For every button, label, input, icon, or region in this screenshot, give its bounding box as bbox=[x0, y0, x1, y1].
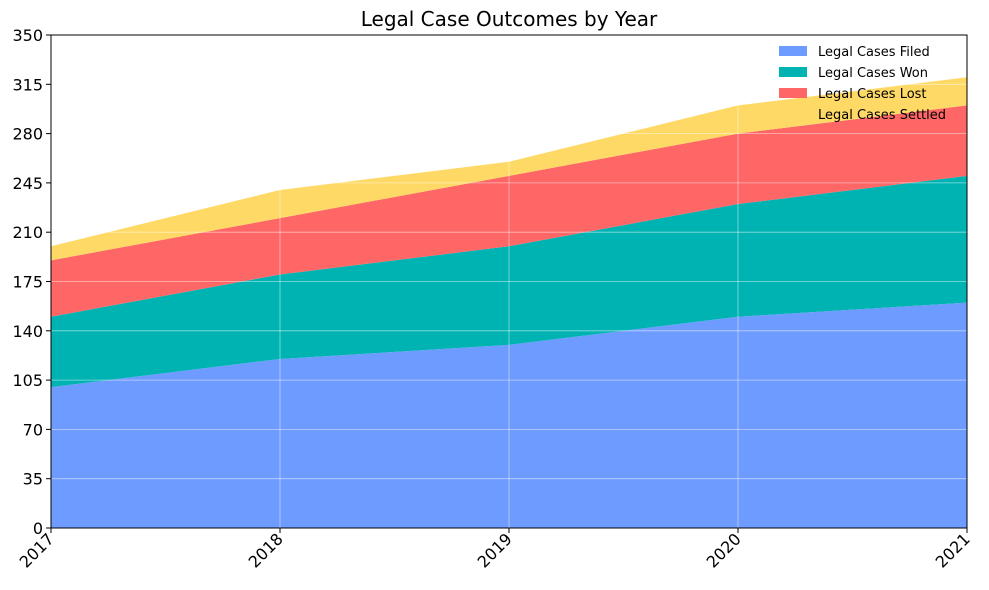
legend-label: Legal Cases Lost bbox=[818, 87, 927, 102]
y-tick-label: 105 bbox=[12, 371, 43, 390]
x-tick-label: 2019 bbox=[474, 529, 516, 571]
y-axis: 0 35 70 105 140 175 210 245 280 315 350 bbox=[12, 26, 51, 538]
y-tick-label: 0 bbox=[33, 519, 43, 538]
legend-label: Legal Cases Filed bbox=[818, 45, 930, 60]
y-tick-label: 140 bbox=[12, 322, 43, 341]
legend: Legal Cases Filed Legal Cases Won Legal Ca… bbox=[779, 45, 946, 123]
legend-swatch bbox=[779, 67, 807, 77]
x-tick-label: 2018 bbox=[245, 529, 287, 571]
x-axis: 2017 2018 2019 2020 2021 bbox=[16, 528, 974, 572]
chart-title: Legal Case Outcomes by Year bbox=[361, 7, 658, 31]
y-tick-label: 350 bbox=[12, 26, 43, 45]
x-tick-label: 2021 bbox=[932, 529, 974, 571]
legend-swatch bbox=[779, 109, 807, 119]
y-tick-label: 245 bbox=[12, 174, 43, 193]
y-tick-label: 210 bbox=[12, 223, 43, 242]
legend-swatch bbox=[779, 88, 807, 98]
y-tick-label: 315 bbox=[12, 75, 43, 94]
y-tick-label: 175 bbox=[12, 273, 43, 292]
legend-label: Legal Cases Won bbox=[818, 66, 928, 81]
legend-swatch bbox=[779, 46, 807, 56]
y-tick-label: 280 bbox=[12, 125, 43, 144]
legend-label: Legal Cases Settled bbox=[818, 108, 946, 123]
y-tick-label: 35 bbox=[23, 470, 43, 489]
x-tick-label: 2020 bbox=[703, 529, 745, 571]
y-tick-label: 70 bbox=[23, 420, 43, 439]
x-tick-label: 2017 bbox=[16, 529, 58, 571]
